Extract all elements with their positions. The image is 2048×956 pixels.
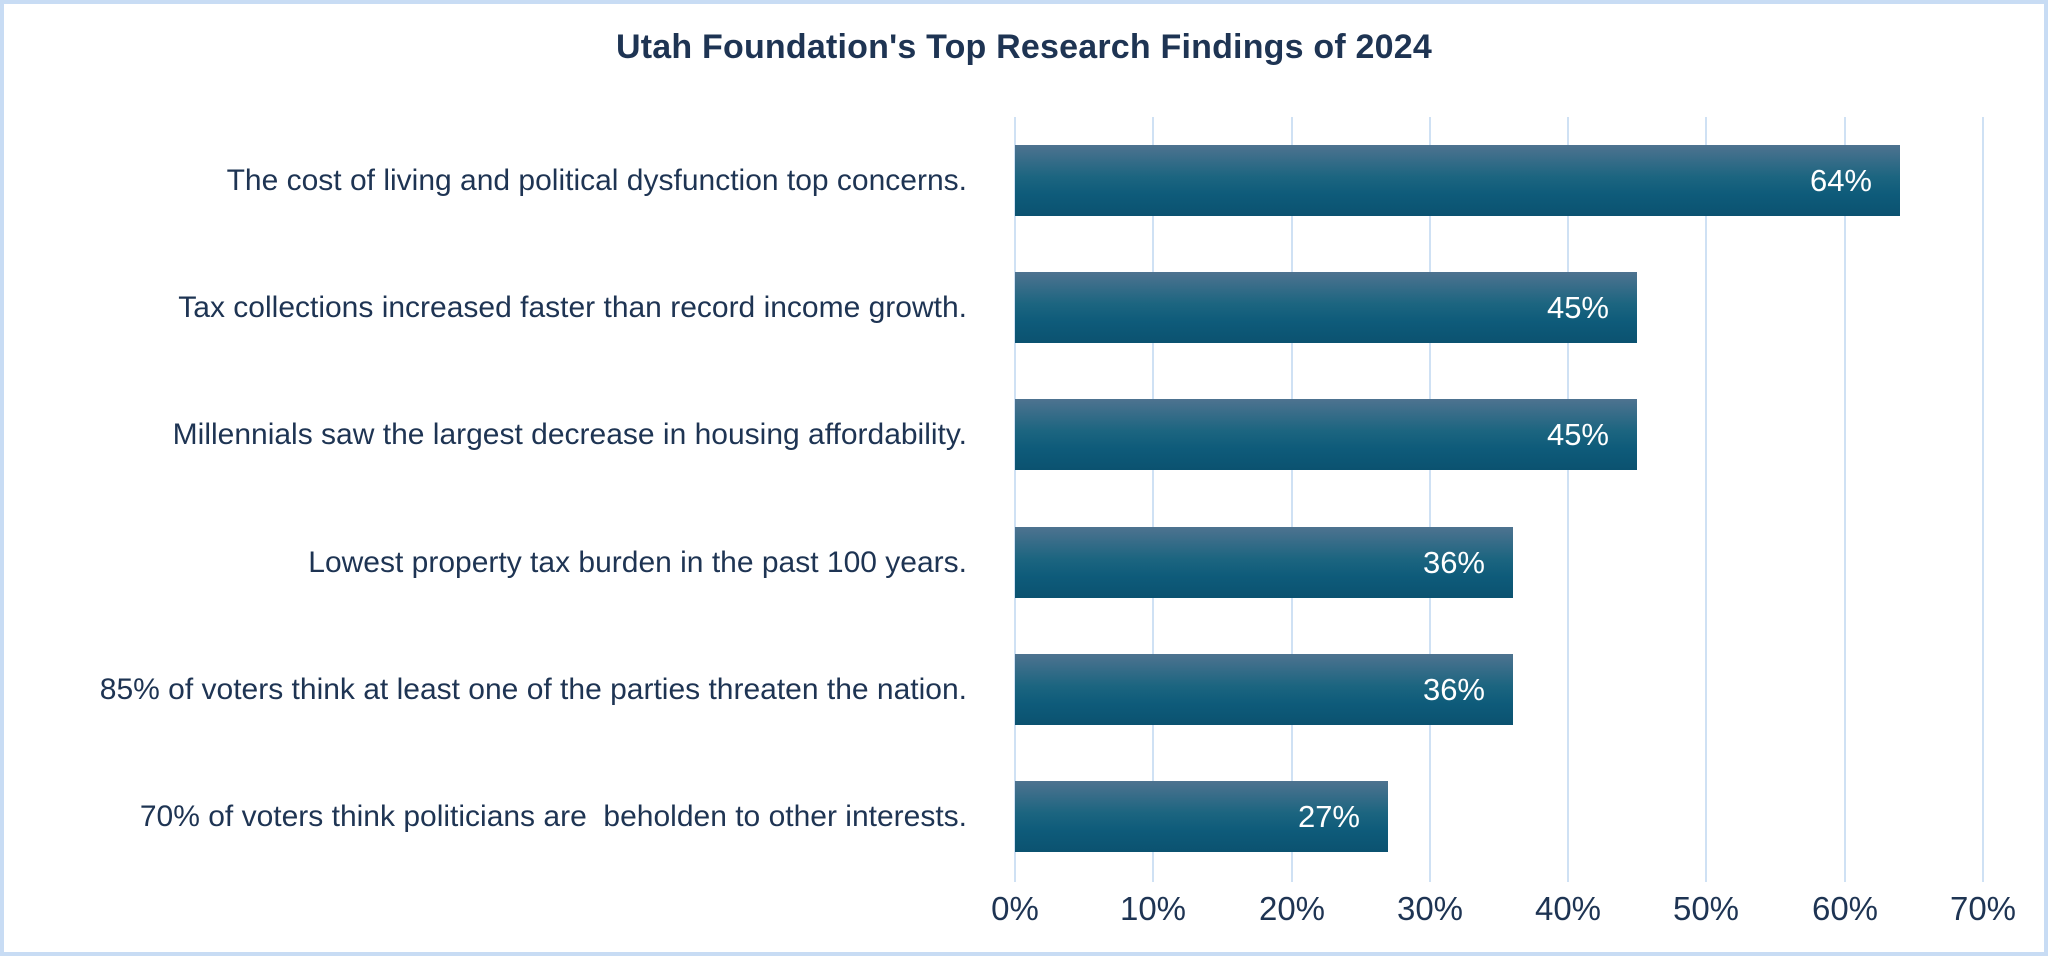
value-label: 36% [1422,671,1485,707]
gridline [1290,117,1293,882]
gridline [1705,117,1708,882]
x-tick-label: 70% [1949,890,2017,927]
x-tick-label: 0% [991,890,1039,927]
bar: 36% [1015,654,1513,725]
bar-row: The cost of living and political dysfunc… [4,145,2044,216]
category-label: 70% of voters think politicians are beho… [139,799,967,833]
bar-row: Millennials saw the largest decrease in … [4,399,2044,470]
x-tick-label: 40% [1534,890,1602,927]
bar: 45% [1015,399,1637,470]
category-label: Millennials saw the largest decrease in … [172,417,967,451]
bar: 45% [1015,272,1637,343]
category-label: Tax collections increased faster than re… [178,290,967,324]
bar: 36% [1015,527,1513,598]
x-tick-label: 10% [1119,890,1187,927]
chart-title: Utah Foundation's Top Research Findings … [616,28,1432,66]
bar-row: 85% of voters think at least one of the … [4,654,2044,725]
x-tick-label: 30% [1396,890,1464,927]
gridline [1014,117,1016,882]
bar-row: 70% of voters think politicians are beho… [4,781,2044,852]
gridline [1567,117,1570,882]
bar-rows: The cost of living and political dysfunc… [4,117,2044,882]
x-tick-label: 60% [1811,890,1879,927]
value-label: 27% [1297,798,1360,834]
bar-row: Lowest property tax burden in the past 1… [4,527,2044,598]
value-label: 64% [1809,162,1872,198]
x-axis: 0% 10% 20% 30% 40% 50% 60% 70% [4,890,2044,940]
value-label: 45% [1546,289,1609,325]
plot-area [1014,117,1984,882]
bar-row: Tax collections increased faster than re… [4,272,2044,343]
x-tick-label: 50% [1672,890,1740,927]
category-label: Lowest property tax burden in the past 1… [308,545,967,579]
bar: 64% [1015,145,1900,216]
bar: 27% [1015,781,1388,852]
category-label: The cost of living and political dysfunc… [226,163,967,197]
value-label: 45% [1546,416,1609,452]
category-label: 85% of voters think at least one of the … [99,672,967,706]
gridline [1982,117,1984,882]
value-label: 36% [1422,544,1485,580]
gridline [1843,117,1846,882]
x-tick-label: 20% [1258,890,1326,927]
gridline [1152,117,1155,882]
gridline [1428,117,1431,882]
